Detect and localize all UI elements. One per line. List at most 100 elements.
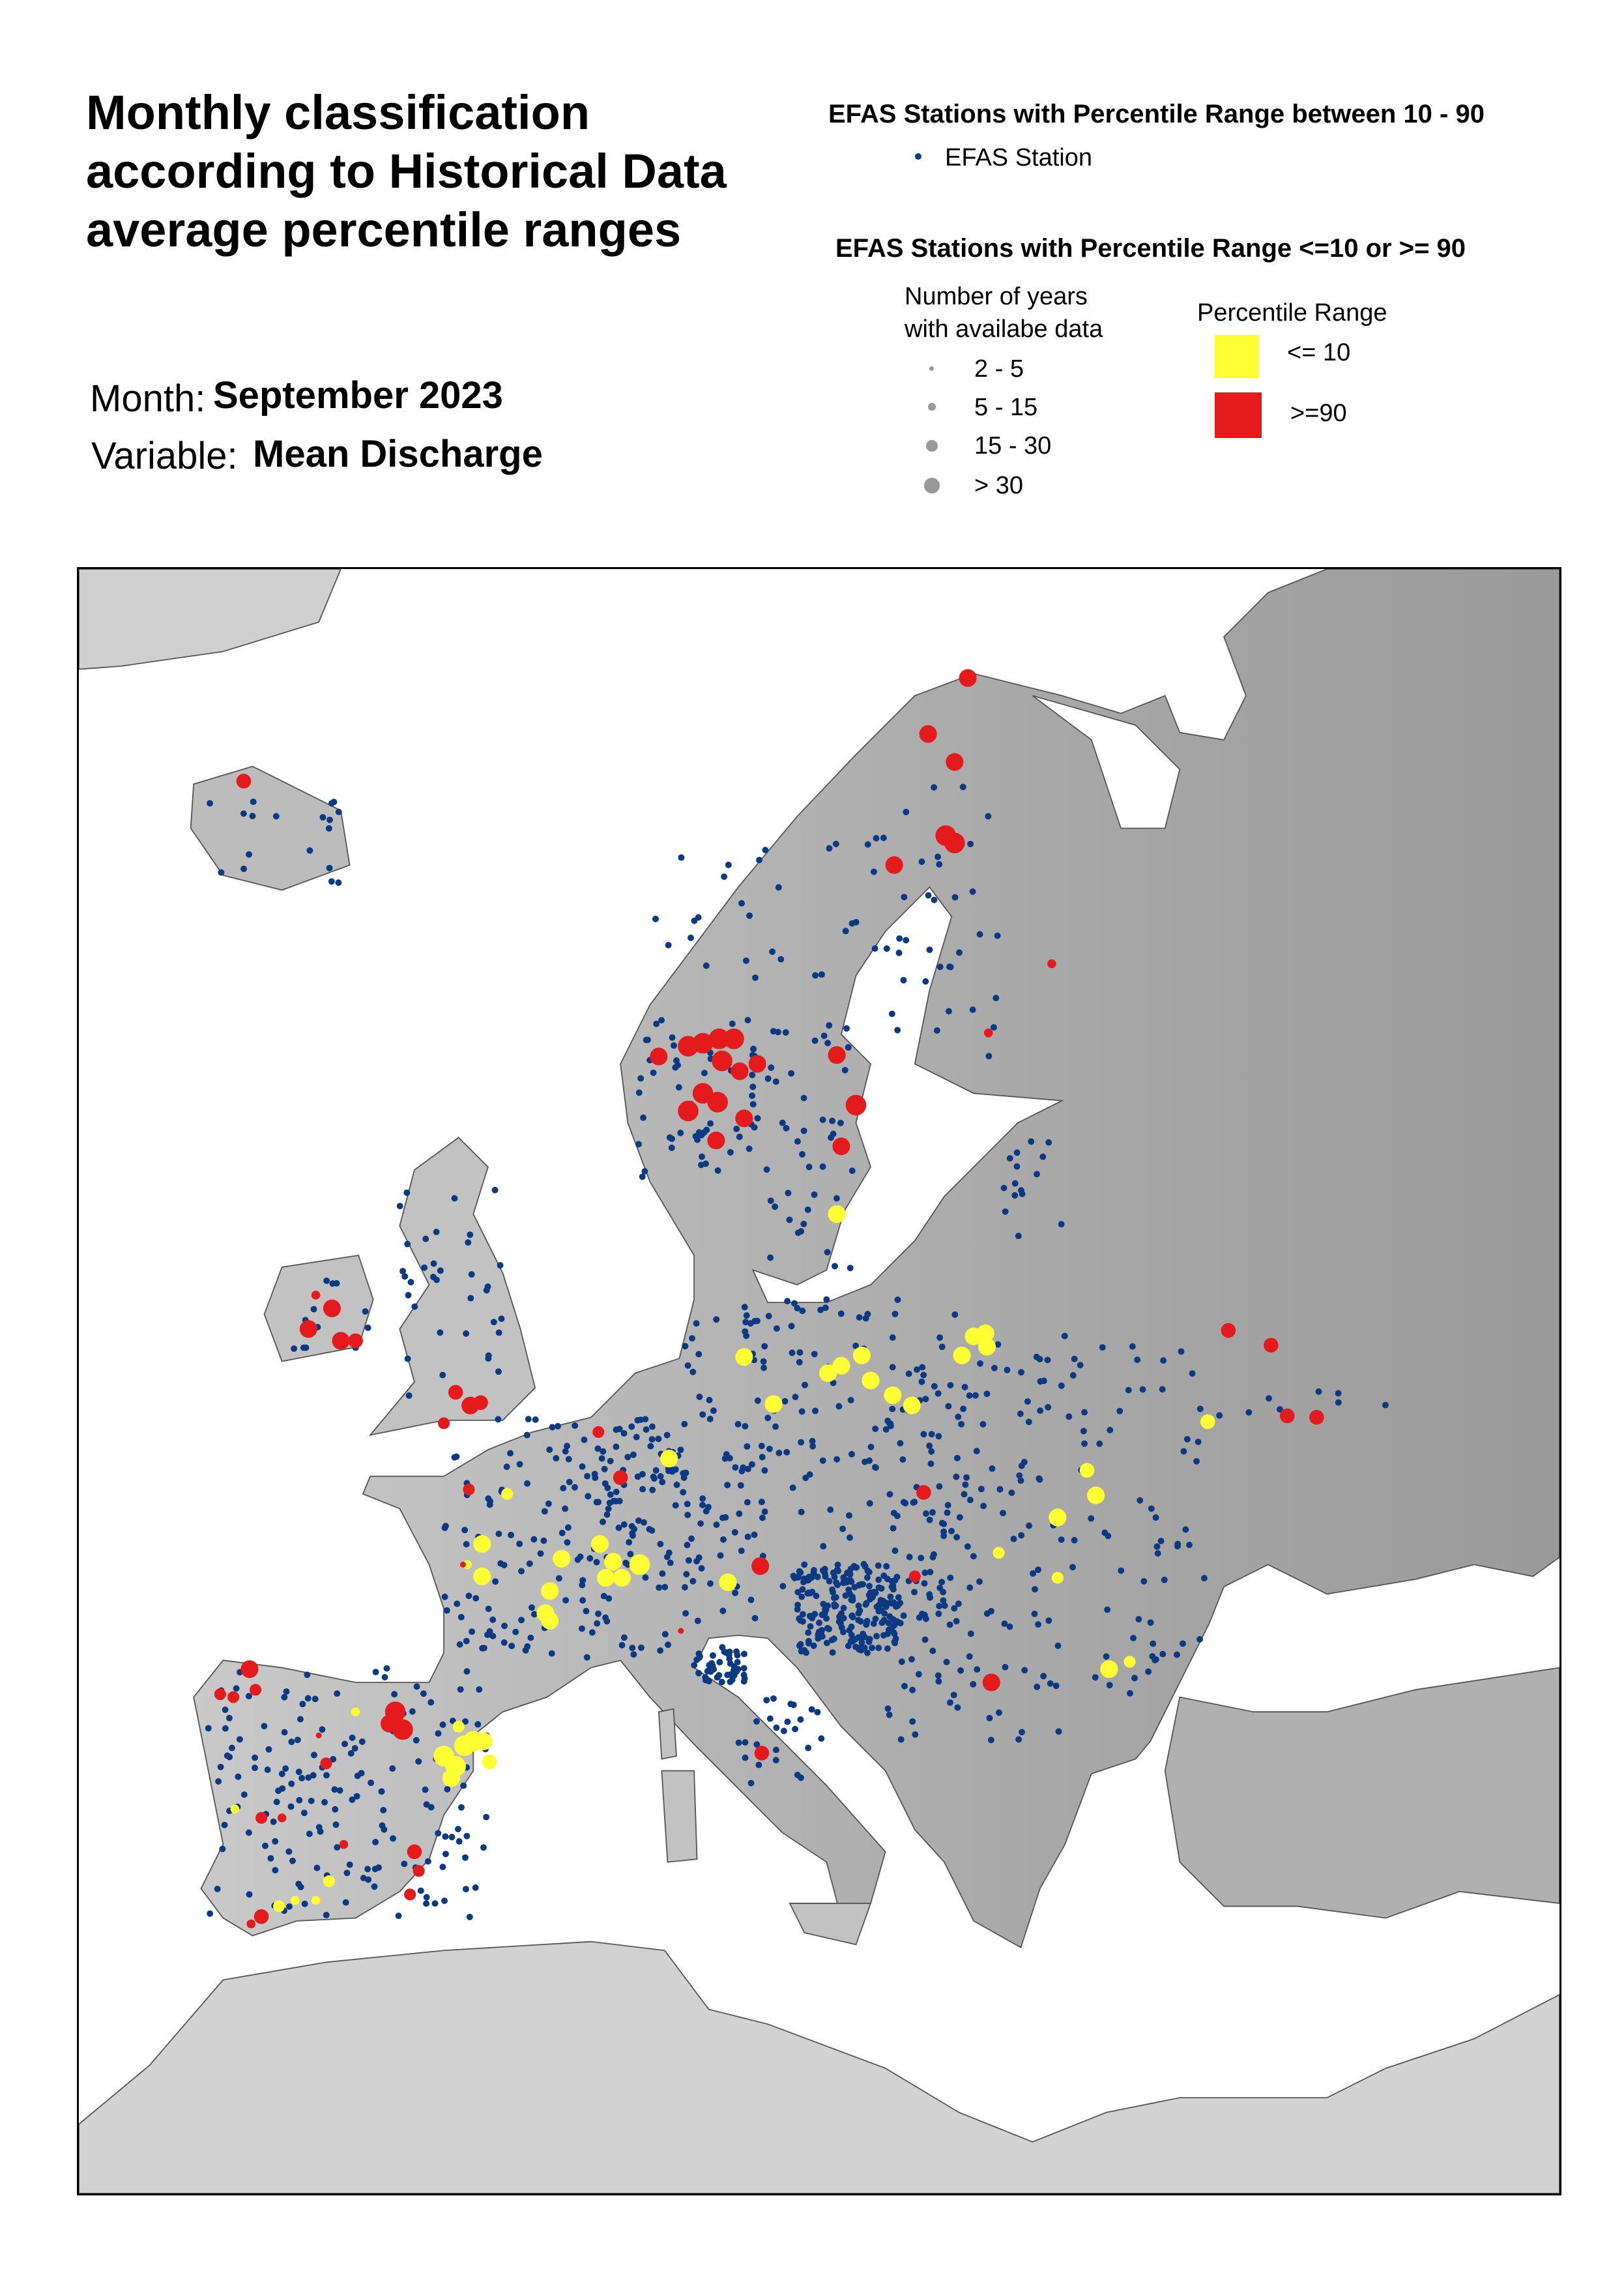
station-normal [652, 915, 659, 922]
station-normal [281, 1693, 288, 1701]
station-normal [772, 1423, 779, 1430]
station-normal [454, 1600, 461, 1607]
station-normal [1160, 1357, 1167, 1364]
station-normal [834, 1456, 841, 1463]
station-normal [706, 1580, 714, 1587]
station-normal [677, 1446, 684, 1454]
station-normal [699, 1501, 706, 1508]
station-normal [507, 1450, 514, 1457]
station-normal [809, 1437, 816, 1444]
station-normal [866, 1500, 873, 1507]
station-normal [855, 1634, 862, 1641]
station-normal [310, 1772, 317, 1779]
station-normal [761, 1467, 768, 1474]
station-normal [951, 1605, 958, 1612]
station-normal [770, 1695, 777, 1702]
station-normal [709, 1652, 716, 1659]
station-normal [1145, 1668, 1152, 1675]
station-normal [587, 1555, 594, 1562]
station-normal [862, 1601, 869, 1608]
station-normal [829, 1117, 836, 1124]
station-normal [658, 1017, 665, 1024]
station-normal [694, 1617, 701, 1624]
station-normal [717, 1552, 724, 1559]
station-normal [811, 1611, 819, 1618]
station-normal [404, 1240, 411, 1248]
station-normal [218, 869, 225, 876]
station-normal [776, 1450, 783, 1456]
station-normal [819, 1567, 826, 1574]
station-normal [305, 1774, 312, 1781]
station-normal [765, 1313, 772, 1319]
station-normal [918, 858, 925, 865]
station-normal [945, 1008, 952, 1015]
station-normal [969, 1006, 976, 1013]
station-normal [667, 1559, 674, 1566]
station-normal [792, 1725, 799, 1733]
station-normal [881, 1601, 888, 1608]
station-normal [970, 1680, 977, 1688]
high-swatch [1215, 392, 1262, 438]
station-normal [875, 1562, 882, 1569]
station-normal [1071, 1536, 1078, 1544]
station-low [976, 1325, 994, 1343]
station-normal [630, 1451, 637, 1458]
station-normal [797, 1641, 804, 1648]
station-normal [871, 945, 878, 952]
station-normal [941, 1602, 948, 1609]
station-normal [1196, 1635, 1203, 1643]
station-high [473, 1395, 488, 1411]
station-normal [875, 1576, 882, 1583]
station-normal [485, 1605, 492, 1613]
station-normal [826, 845, 833, 852]
station-low [832, 1356, 850, 1375]
station-normal [659, 1478, 666, 1486]
station-normal [207, 1910, 214, 1917]
station-normal [980, 1502, 987, 1510]
station-normal [909, 1718, 916, 1725]
station-normal [856, 1314, 863, 1321]
station-normal [835, 1568, 842, 1575]
station-high [240, 1660, 259, 1678]
station-high [845, 1094, 867, 1116]
station-normal [894, 1027, 901, 1034]
station-normal [640, 1114, 647, 1121]
station-normal [743, 1312, 750, 1319]
station-normal [272, 1838, 279, 1845]
station-normal [456, 1641, 463, 1648]
station-normal [584, 1473, 591, 1480]
station-normal [991, 1364, 998, 1371]
station-normal [461, 1854, 469, 1861]
station-normal [323, 1277, 330, 1284]
station-normal [424, 1858, 431, 1865]
station-normal [911, 1499, 918, 1506]
station-normal [1010, 1535, 1017, 1542]
station-normal [635, 1141, 642, 1148]
station-normal [809, 1443, 817, 1450]
station-low [1100, 1660, 1118, 1678]
station-normal [802, 1381, 808, 1388]
station-normal [966, 1653, 973, 1660]
station-normal [579, 1597, 587, 1604]
station-normal [736, 1510, 743, 1517]
station-normal [886, 1491, 893, 1498]
station-normal [991, 1024, 997, 1031]
station-low [884, 1386, 902, 1405]
station-normal [1130, 1635, 1137, 1641]
station-normal [936, 1483, 943, 1490]
station-normal [985, 1053, 993, 1060]
station-normal [753, 1741, 761, 1748]
station-normal [758, 1443, 765, 1450]
station-low [590, 1535, 609, 1553]
station-normal [461, 1527, 469, 1534]
station-normal [579, 1463, 586, 1470]
station-normal [285, 1848, 293, 1855]
station-normal [448, 1834, 456, 1841]
station-normal [886, 1711, 893, 1718]
station-normal [966, 1392, 973, 1399]
station-normal [1077, 1362, 1084, 1369]
station-normal [766, 1445, 773, 1452]
station-normal [347, 1750, 355, 1757]
station-normal [571, 1484, 578, 1491]
station-high [678, 1628, 684, 1634]
